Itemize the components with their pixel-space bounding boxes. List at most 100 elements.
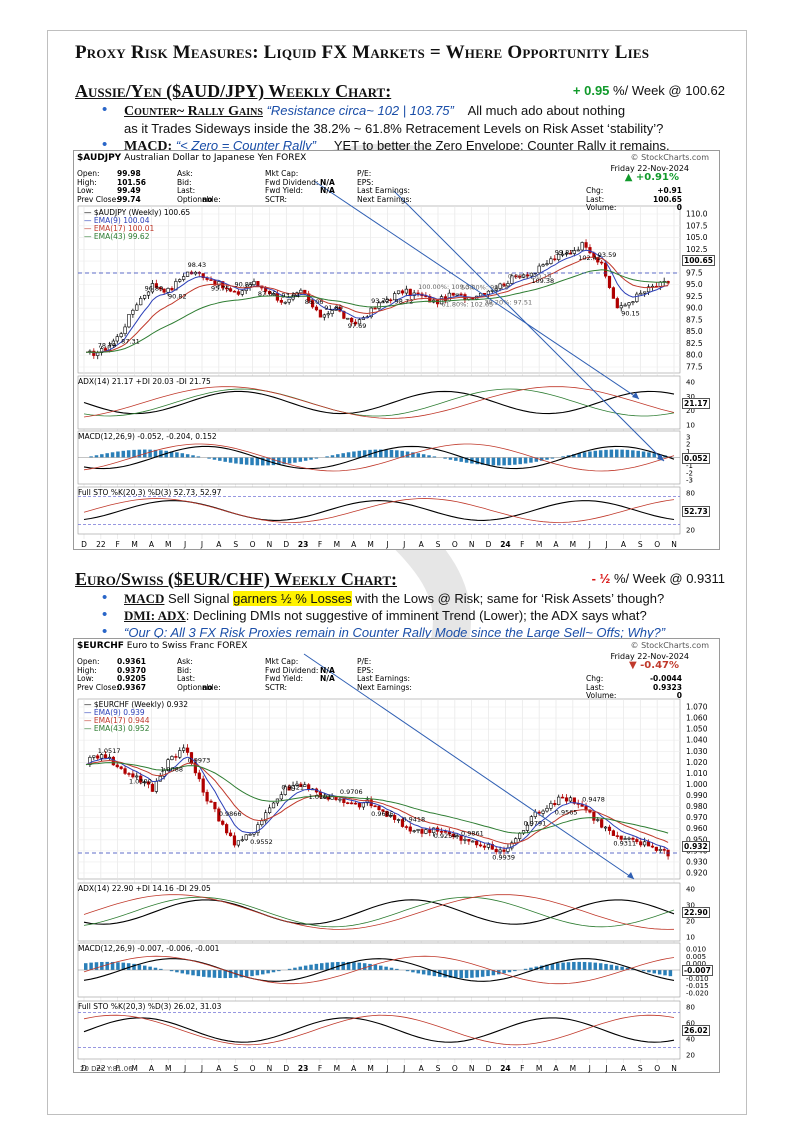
- price-axis-tick: 1.070: [686, 703, 708, 712]
- candlesticks: [88, 744, 670, 860]
- price-annotation: 90.82: [168, 292, 187, 300]
- bullet-text: YET to better the Zero Envelope: Counter…: [333, 138, 670, 153]
- price-axis-tick: 1.040: [686, 736, 708, 745]
- month-tick-label: S: [233, 1064, 238, 1073]
- price-axis-tick: 92.5: [686, 292, 703, 301]
- stat-label: Ask:: [177, 169, 193, 178]
- candle-body: [213, 801, 217, 810]
- macd-histogram-bar: [314, 963, 319, 970]
- macd-histogram-bar: [121, 450, 126, 458]
- macd-histogram-bar: [94, 455, 99, 458]
- macd-histogram-bar: [620, 966, 624, 970]
- candle-body: [166, 288, 170, 293]
- month-tick-label: 22: [96, 1064, 106, 1073]
- price-axis-tick: 1.050: [686, 725, 708, 734]
- month-tick-label: J: [588, 540, 591, 549]
- month-tick-label: M: [536, 1064, 542, 1073]
- price-axis-tick: 1.000: [686, 780, 708, 789]
- macd-histogram-bar: [663, 970, 667, 976]
- indicator-label: Full STO %K(20,3) %D(3) 52.73, 52.97: [78, 488, 222, 497]
- month-tick-label: M: [570, 1064, 576, 1073]
- macd-histogram-bar: [411, 970, 415, 973]
- price-axis-tick: 1.020: [686, 758, 708, 767]
- macd-histogram-bar: [137, 449, 142, 458]
- chart-footer-label: 20 Dec Y:81.06: [80, 1065, 133, 1073]
- month-tick-label: M: [165, 540, 171, 549]
- macd-histogram-bar: [293, 457, 297, 463]
- candle-body: [209, 800, 213, 803]
- candle-body: [307, 784, 311, 790]
- ema-line: [85, 756, 669, 850]
- month-tick-label: J: [385, 540, 388, 549]
- macd-histogram-bar: [266, 970, 270, 974]
- candle-body: [514, 275, 518, 278]
- candle-body: [662, 849, 666, 851]
- bullet-list-eurchf: MACD Sell Signal garners ½ % Losses with…: [100, 589, 720, 641]
- candle-body: [611, 830, 615, 836]
- indicator-axis-tick: -3: [686, 477, 693, 485]
- change-text: %/ Week @ 100.62: [609, 83, 725, 98]
- price-annotation: 0.9791: [524, 820, 547, 828]
- macd-histogram-bar: [223, 970, 227, 979]
- macd-histogram-bar: [271, 970, 276, 973]
- month-tick-label: A: [351, 540, 357, 549]
- candle-body: [588, 247, 592, 254]
- indicator-line: [83, 955, 675, 985]
- page-title: Proxy Risk Measures: Liquid FX Markets =…: [75, 42, 650, 63]
- macd-histogram-bar: [411, 452, 415, 458]
- candle-body: [170, 756, 174, 760]
- stat-label: Last:: [177, 186, 196, 196]
- price-annotation: 0.9565: [555, 809, 578, 817]
- macd-histogram-bar: [448, 970, 453, 978]
- macd-histogram-bar: [448, 457, 453, 460]
- candle-body: [377, 302, 381, 309]
- macd-histogram-bar: [202, 970, 206, 977]
- candle-body: [100, 754, 104, 759]
- month-tick-label: M: [367, 1064, 373, 1073]
- month-tick-label: F: [116, 540, 120, 549]
- macd-histogram-bar: [432, 456, 437, 458]
- candle-body: [154, 283, 158, 288]
- month-tick-label: N: [267, 540, 273, 549]
- candle-body: [381, 301, 385, 304]
- bullet-item: MACD: “< Zero = Counter Rally” YET to be…: [100, 136, 720, 155]
- macd-histogram-bar: [534, 457, 539, 462]
- month-tick-label: J: [200, 540, 203, 549]
- candle-body: [185, 747, 190, 753]
- candle-body: [338, 798, 342, 801]
- stat-label: Volume:: [586, 691, 617, 701]
- macd-histogram-bar: [459, 970, 463, 979]
- candle-body: [654, 846, 658, 851]
- macd-histogram-bar: [572, 961, 576, 970]
- candle-body: [545, 263, 549, 265]
- month-tick-label: D: [81, 1064, 87, 1073]
- symbol-name: Australian Dollar to Japanese Yen FOREX: [121, 153, 307, 163]
- indicator-panel: [77, 1000, 681, 1060]
- indicator-value-tag: 52.73: [682, 505, 710, 517]
- change-value: - ½: [591, 571, 611, 586]
- month-tick-label: A: [149, 540, 155, 549]
- candle-body: [225, 824, 229, 834]
- macd-histogram-bar: [132, 963, 136, 970]
- candle-body: [314, 306, 319, 311]
- price-annotation: 1.0517: [98, 747, 121, 755]
- chart-date: Friday 22-Nov-2024: [610, 652, 690, 661]
- candle-body: [252, 281, 256, 285]
- candle-body: [459, 293, 463, 296]
- candle-body: [271, 293, 276, 295]
- macd-histogram-bar: [261, 970, 265, 975]
- month-tick-label: D: [283, 1064, 289, 1073]
- macd-histogram-bar: [303, 965, 308, 970]
- candle-body: [451, 833, 455, 837]
- candle-body: [498, 849, 502, 853]
- candle-body: [619, 305, 623, 309]
- macd-histogram-bar: [427, 970, 431, 976]
- month-tick-label: N: [469, 1064, 475, 1073]
- candle-body: [150, 783, 155, 792]
- candle-body: [658, 849, 662, 851]
- stat-label: Prev Close:: [77, 682, 119, 692]
- candle-body: [443, 831, 448, 833]
- candle-body: [342, 310, 346, 319]
- macd-histogram-bar: [169, 451, 174, 458]
- month-tick-label: N: [671, 540, 677, 549]
